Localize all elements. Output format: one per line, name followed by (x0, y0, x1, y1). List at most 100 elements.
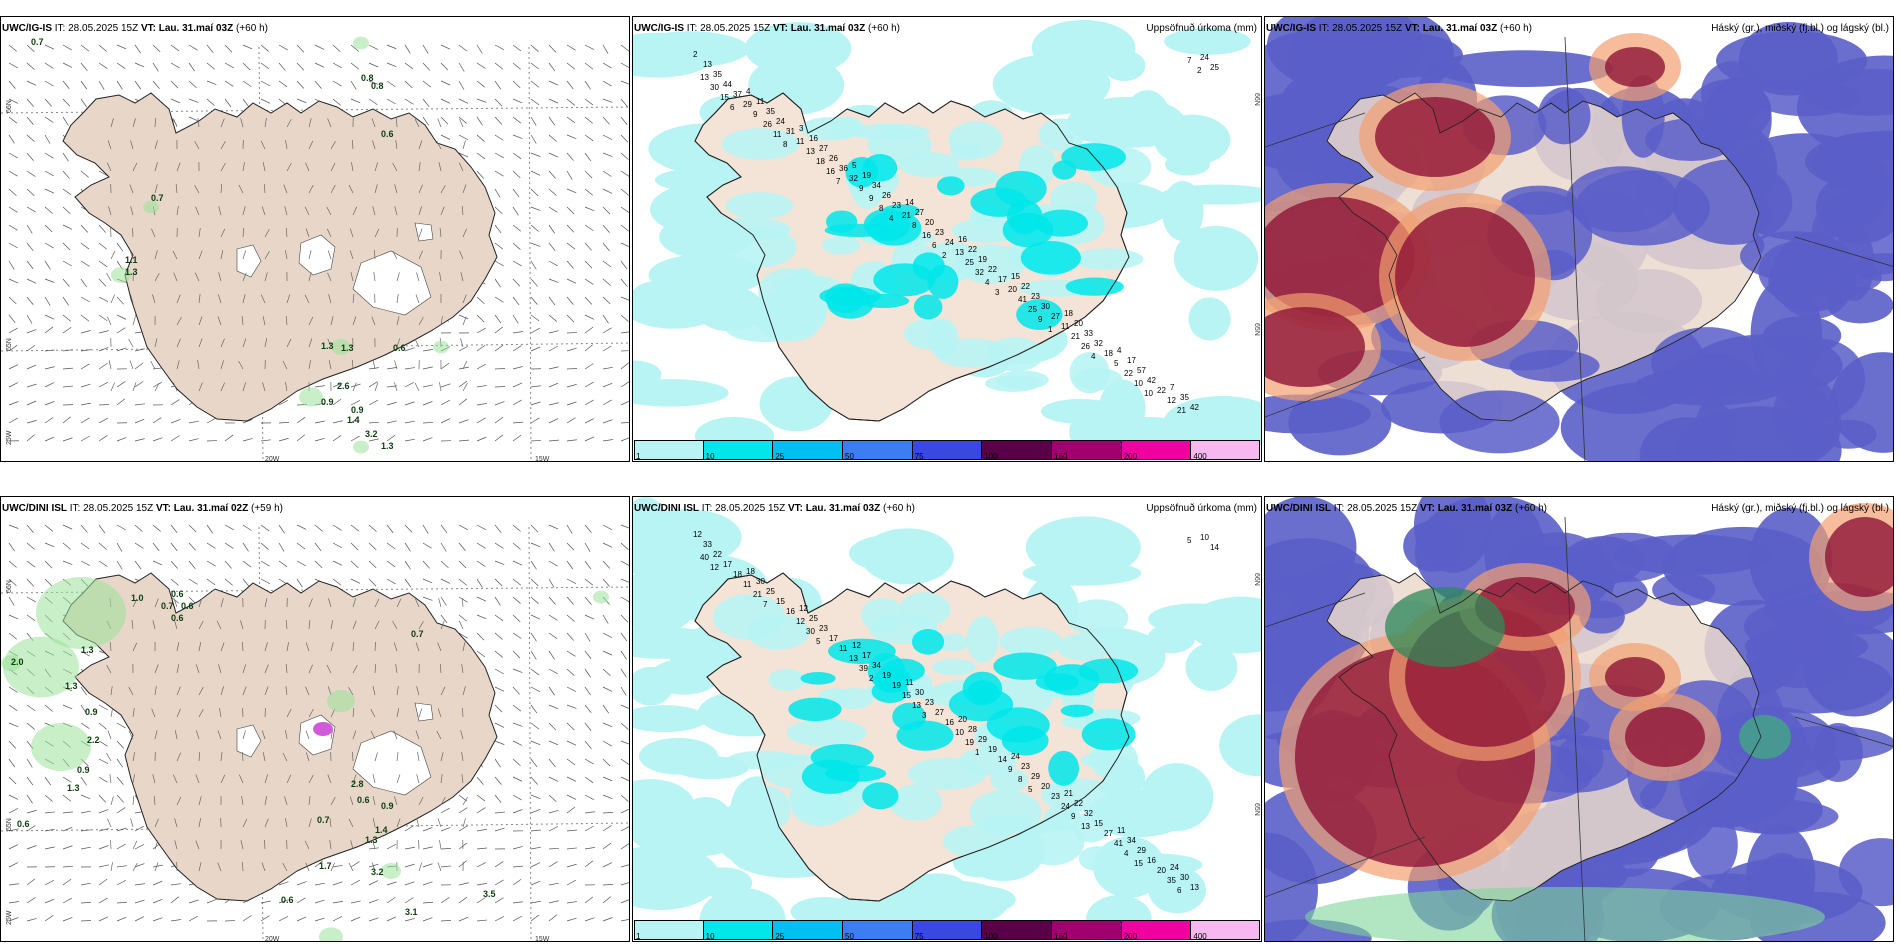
wind-barb (173, 598, 178, 608)
wind-barb (530, 914, 540, 922)
wind-barb (116, 807, 126, 814)
wind-barb (44, 134, 51, 144)
wind-barb (368, 80, 379, 85)
wind-barb (242, 686, 247, 696)
wind-barb (152, 774, 156, 784)
wind-barb (350, 524, 360, 532)
wind-barb (80, 417, 90, 424)
legend-label: 100 (984, 452, 998, 461)
wind-barb (26, 383, 37, 388)
low-cloud (1651, 327, 1765, 399)
wind-barb (80, 810, 91, 814)
axis-label: 25W (6, 430, 13, 445)
panel-header: UWC/DINI ISL IT: 28.05.2025 15Z VT: Lau.… (1266, 503, 1547, 514)
wind-barb (62, 897, 72, 904)
wind-barb (396, 818, 401, 828)
wind-barb (98, 170, 108, 177)
wind-barb (530, 829, 541, 832)
wind-barb (308, 140, 314, 150)
wind-barb (566, 879, 576, 886)
precip-value: 1.3 (365, 835, 378, 845)
wind-barb (404, 918, 415, 922)
wind-barb (26, 596, 36, 603)
wind-barb (350, 879, 360, 886)
wind-barb (328, 294, 332, 304)
wind-barb (188, 80, 197, 88)
wind-barb (8, 382, 19, 388)
wind-barb (134, 362, 144, 370)
wind-barb (584, 917, 595, 922)
wind-barb (8, 862, 19, 868)
wind-barb (368, 524, 377, 532)
panel-header: UWC/DINI ISL IT: 28.05.2025 15Z VT: Lau.… (2, 503, 283, 514)
axis-label: 65N (1253, 323, 1260, 336)
wind-barb (220, 598, 224, 608)
wind-barb (176, 796, 182, 806)
wind-barb (386, 98, 396, 105)
precip-area (1080, 751, 1126, 768)
precip-value: 0.6 (171, 613, 184, 623)
wind-barb (602, 188, 613, 194)
precip-area (744, 22, 852, 76)
wind-barb (458, 98, 469, 104)
glacier (236, 724, 262, 758)
precip-value: 19 (862, 171, 871, 180)
low-cloud (1838, 838, 1893, 907)
wind-barb (494, 861, 504, 868)
wind-barb (462, 184, 467, 194)
wind-barb (584, 686, 591, 696)
wind-barb (278, 899, 289, 904)
wind-barb (476, 794, 486, 802)
wind-barb (404, 401, 415, 406)
wind-barb (620, 242, 629, 247)
wind-barb (80, 330, 91, 334)
wind-barb (584, 847, 595, 850)
wind-barb (198, 708, 204, 718)
wind-barb (332, 420, 343, 424)
wind-barb (512, 399, 522, 406)
wind-barb (530, 632, 537, 642)
wind-barb (260, 900, 271, 904)
precip-value: 10 (1200, 533, 1209, 542)
wind-barb (241, 316, 244, 326)
wind-barb (422, 44, 429, 54)
wind-barb (476, 614, 487, 620)
lead-time: (+59 h) (251, 503, 283, 514)
precip-value: 34 (1127, 836, 1136, 845)
wind-barb (512, 614, 521, 623)
wind-barb (458, 366, 469, 370)
wind-barb (352, 316, 357, 326)
wind-barb (566, 740, 577, 746)
wind-barb (418, 140, 423, 150)
wind-barb (351, 162, 354, 172)
wind-barb (372, 774, 376, 784)
wind-barb (418, 206, 422, 216)
wind-barb (80, 296, 90, 303)
wind-barb (151, 228, 156, 238)
wind-barb (548, 62, 556, 72)
wind-barb (512, 98, 523, 104)
wind-barb (458, 152, 469, 158)
wind-barb (620, 740, 629, 745)
wind-barb (242, 818, 248, 828)
low-cloud (1746, 623, 1855, 688)
precip-legend: 1 10 25 50 75 100 150 200 400 (634, 440, 1261, 461)
precip-area (633, 497, 668, 552)
wind-barb (176, 316, 182, 326)
wind-barb (62, 170, 70, 179)
wind-barb (494, 794, 502, 804)
wind-barb (314, 524, 323, 532)
precip-area-heavy (1048, 750, 1080, 786)
wind-barb (170, 419, 181, 424)
precip-value: 9 (1071, 812, 1076, 821)
wind-barb (26, 188, 35, 197)
precip-value: 27 (915, 208, 924, 217)
wind-barb (440, 184, 446, 194)
precip-value: 11 (1061, 322, 1070, 331)
precip-value: 0.9 (381, 801, 394, 811)
wind-barb (134, 44, 142, 54)
precip-area (1072, 248, 1144, 270)
wind-barb (374, 664, 377, 674)
wind-barb (206, 62, 216, 70)
precip-area-heavy (912, 252, 945, 281)
